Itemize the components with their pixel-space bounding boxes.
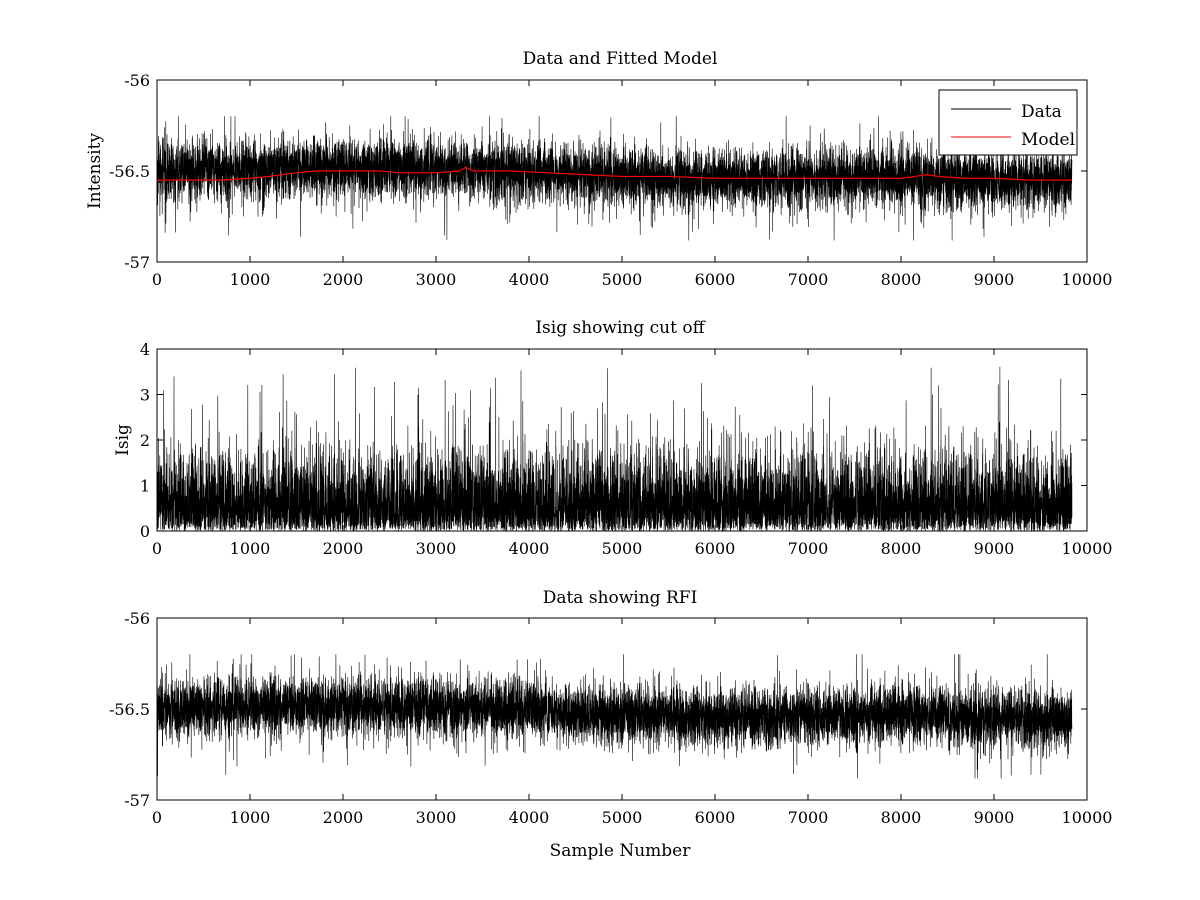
panel-1-ytick-label: -56.5 <box>109 162 150 181</box>
panel-3-xtick-label: 10000 <box>1062 808 1113 827</box>
panel-2-plot-area: 0 1000 2000 3000 4000 5000 6000 7000 8000 9000 100… <box>140 340 1113 558</box>
panel-2-title: Isig showing cut off <box>535 318 706 338</box>
panel-3-xtick-label: 8000 <box>881 808 922 827</box>
panel-2-xtick-label: 4000 <box>509 539 550 558</box>
panel-2-series-group <box>157 366 1073 531</box>
panel-1-series-model-line <box>157 166 1073 181</box>
panel-2-ytick-label: 4 <box>140 340 150 359</box>
panel-1-series-data-line <box>157 116 1073 241</box>
panel-3-xtick-label: 1000 <box>230 808 271 827</box>
panel-2-xtick-label: 10000 <box>1062 539 1113 558</box>
panel-2-ytick-label: 1 <box>140 477 150 496</box>
panel-2-xtick-label: 1000 <box>230 539 271 558</box>
panel-1-xtick-label: 9000 <box>974 270 1015 289</box>
panel-2-xtick-label: 0 <box>152 539 162 558</box>
panel-1-xtick-label: 8000 <box>881 270 922 289</box>
panel-1-plot-area: 0 1000 2000 3000 4000 5000 6000 7000 8000 9000 100… <box>109 71 1112 289</box>
panel-3-ytick-label: -57 <box>124 791 150 810</box>
panel-3-plot-area: 0 1000 2000 3000 4000 5000 6000 7000 8000 9000 100… <box>109 609 1112 827</box>
panel-1-xtick-label: 7000 <box>788 270 829 289</box>
panel-3-xtick-label: 0 <box>152 808 162 827</box>
panel-2-xtick-label: 2000 <box>323 539 364 558</box>
panel-2-xtick-label: 5000 <box>602 539 643 558</box>
panel-1-xtick-label: 10000 <box>1062 270 1113 289</box>
panel-2-xtick-label: 6000 <box>695 539 736 558</box>
x-axis-label: Sample Number <box>550 841 692 861</box>
panel-2-ylabel: Isig <box>113 424 133 456</box>
legend-box <box>938 89 1078 156</box>
panel-1-xtick-label: 1000 <box>230 270 271 289</box>
panel-3-xtick-label: 4000 <box>509 808 550 827</box>
panel-3: Data showing RFI 0 1000 2000 3000 4000 5000 60… <box>109 588 1112 861</box>
panel-2: Isig showing cut off Isig 0 1000 2000 3000 4… <box>113 318 1112 558</box>
panel-3-xtick-label: 7000 <box>788 808 829 827</box>
panel-3-xtick-label: 6000 <box>695 808 736 827</box>
legend-label-model: Model <box>1021 130 1075 150</box>
panel-3-title: Data showing RFI <box>543 588 698 608</box>
panel-1-xtick-label: 3000 <box>416 270 457 289</box>
panel-3-xtick-label: 9000 <box>974 808 1015 827</box>
panel-2-xtick-label: 7000 <box>788 539 829 558</box>
legend: Data Model <box>938 89 1078 156</box>
panel-1-xtick-label: 6000 <box>695 270 736 289</box>
panel-3-xtick-label: 3000 <box>416 808 457 827</box>
panel-1-xtick-label: 5000 <box>602 270 643 289</box>
panel-2-ytick-label: 3 <box>140 386 150 405</box>
panel-1-ytick-label: -57 <box>124 253 150 272</box>
panel-1-series-group <box>157 116 1073 241</box>
panel-3-series-data-line <box>157 654 1073 779</box>
panel-2-xtick-label: 9000 <box>974 539 1015 558</box>
panel-3-ytick-label: -56.5 <box>109 700 150 719</box>
panel-2-xtick-label: 8000 <box>881 539 922 558</box>
panel-3-xtick-label: 2000 <box>323 808 364 827</box>
panel-2-series-data-line <box>157 366 1073 531</box>
panel-3-series-group <box>157 654 1073 779</box>
panel-2-ytick-label: 2 <box>140 431 150 450</box>
panel-2-xtick-label: 3000 <box>416 539 457 558</box>
panel-2-ytick-label: 0 <box>140 522 150 541</box>
panel-1-xtick-label: 2000 <box>323 270 364 289</box>
panel-1-ytick-label: -56 <box>124 71 150 90</box>
panel-1-ylabel: Intensity <box>85 133 105 209</box>
panel-1: Data and Fitted Model Intensity 0 1000 200… <box>85 49 1112 289</box>
panel-3-xtick-label: 5000 <box>602 808 643 827</box>
panel-3-ytick-label: -56 <box>124 609 150 628</box>
panel-1-xtick-label: 4000 <box>509 270 550 289</box>
panel-1-xtick-label: 0 <box>152 270 162 289</box>
legend-label-data: Data <box>1021 102 1062 122</box>
panel-1-title: Data and Fitted Model <box>523 49 718 69</box>
